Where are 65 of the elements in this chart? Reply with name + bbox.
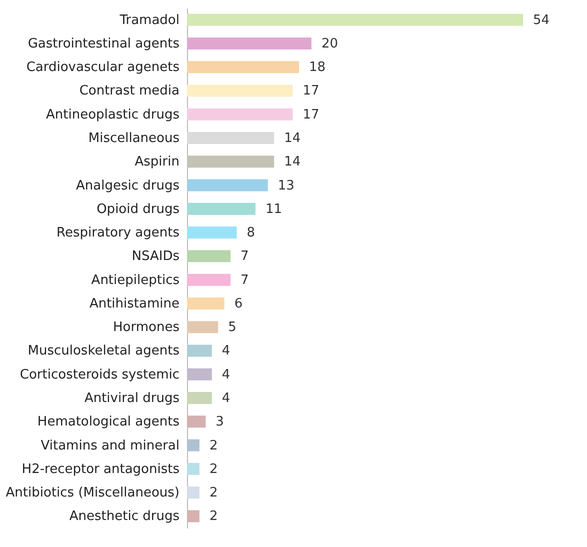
y-tick-label: Gastrointestinal agents [28, 36, 180, 52]
data-label: 54 [533, 12, 550, 28]
y-tick-label: Vitamins and mineral [40, 438, 180, 454]
bar [187, 439, 200, 452]
bar [187, 344, 212, 357]
data-label: 14 [284, 131, 301, 146]
y-tick-label: Miscellaneous [88, 131, 180, 146]
y-tick-label: Antihistamine [89, 296, 180, 312]
data-label: 17 [302, 84, 320, 99]
data-label: 18 [309, 60, 326, 76]
y-tick-label: Antiepileptics [91, 272, 180, 288]
bar [187, 226, 237, 239]
bar [187, 321, 218, 334]
data-label: 13 [278, 178, 294, 194]
bar [187, 37, 312, 50]
data-label: 4 [222, 344, 230, 359]
bar [187, 297, 224, 310]
y-tick-label: Opioid drugs [96, 202, 180, 217]
bar [187, 108, 293, 120]
data-label: 5 [228, 320, 236, 336]
y-tick-label: Antineoplastic drugs [46, 107, 180, 122]
y-tick-label: Cardiovascular agenets [26, 60, 180, 76]
data-label: 2 [209, 462, 218, 477]
data-label: 7 [240, 249, 249, 264]
y-tick-label: Hormones [113, 320, 180, 336]
data-label: 14 [284, 154, 301, 170]
y-tick-label: Contrast media [79, 84, 180, 99]
bar [187, 510, 200, 522]
bar [187, 392, 212, 404]
bar [187, 368, 212, 380]
bar [187, 202, 256, 215]
y-tick-label: Respiratory agents [56, 226, 180, 241]
data-label: 8 [246, 226, 256, 241]
y-tick-label: Hematological agents [37, 414, 180, 430]
y-tick-label: Aspirin [134, 154, 180, 170]
y-tick-label: Corticosteroids systemic [20, 367, 180, 382]
data-label: 3 [216, 414, 224, 430]
y-tick-label: H2-receptor antagonists [22, 462, 180, 477]
bar [187, 462, 200, 475]
data-label: 4 [222, 391, 230, 406]
bar [187, 61, 299, 74]
y-tick-label: Tramadol [118, 12, 180, 28]
y-tick-label: Antibiotics (Miscellaneous) [6, 486, 180, 501]
data-label: 20 [321, 36, 338, 52]
data-label: 2 [209, 509, 218, 524]
data-label: 17 [302, 107, 320, 122]
bar [187, 250, 231, 262]
bar [187, 84, 293, 97]
bar [187, 132, 274, 144]
y-tick-label: Anesthetic drugs [69, 509, 180, 524]
data-label: 7 [240, 272, 249, 288]
data-label: 2 [209, 486, 218, 501]
bar [187, 486, 200, 499]
data-label: 2 [209, 438, 218, 454]
y-tick-label: NSAIDs [132, 249, 180, 264]
y-tick-label: Analgesic drugs [76, 178, 180, 194]
data-label: 4 [222, 367, 230, 382]
bar [187, 416, 206, 428]
data-label: 6 [234, 296, 243, 312]
data-label: 11 [265, 202, 282, 217]
bar [187, 274, 231, 286]
bar [187, 14, 523, 26]
bar [187, 179, 268, 192]
y-tick-label: Musculoskeletal agents [28, 344, 180, 359]
y-tick-label: Antiviral drugs [84, 391, 180, 406]
